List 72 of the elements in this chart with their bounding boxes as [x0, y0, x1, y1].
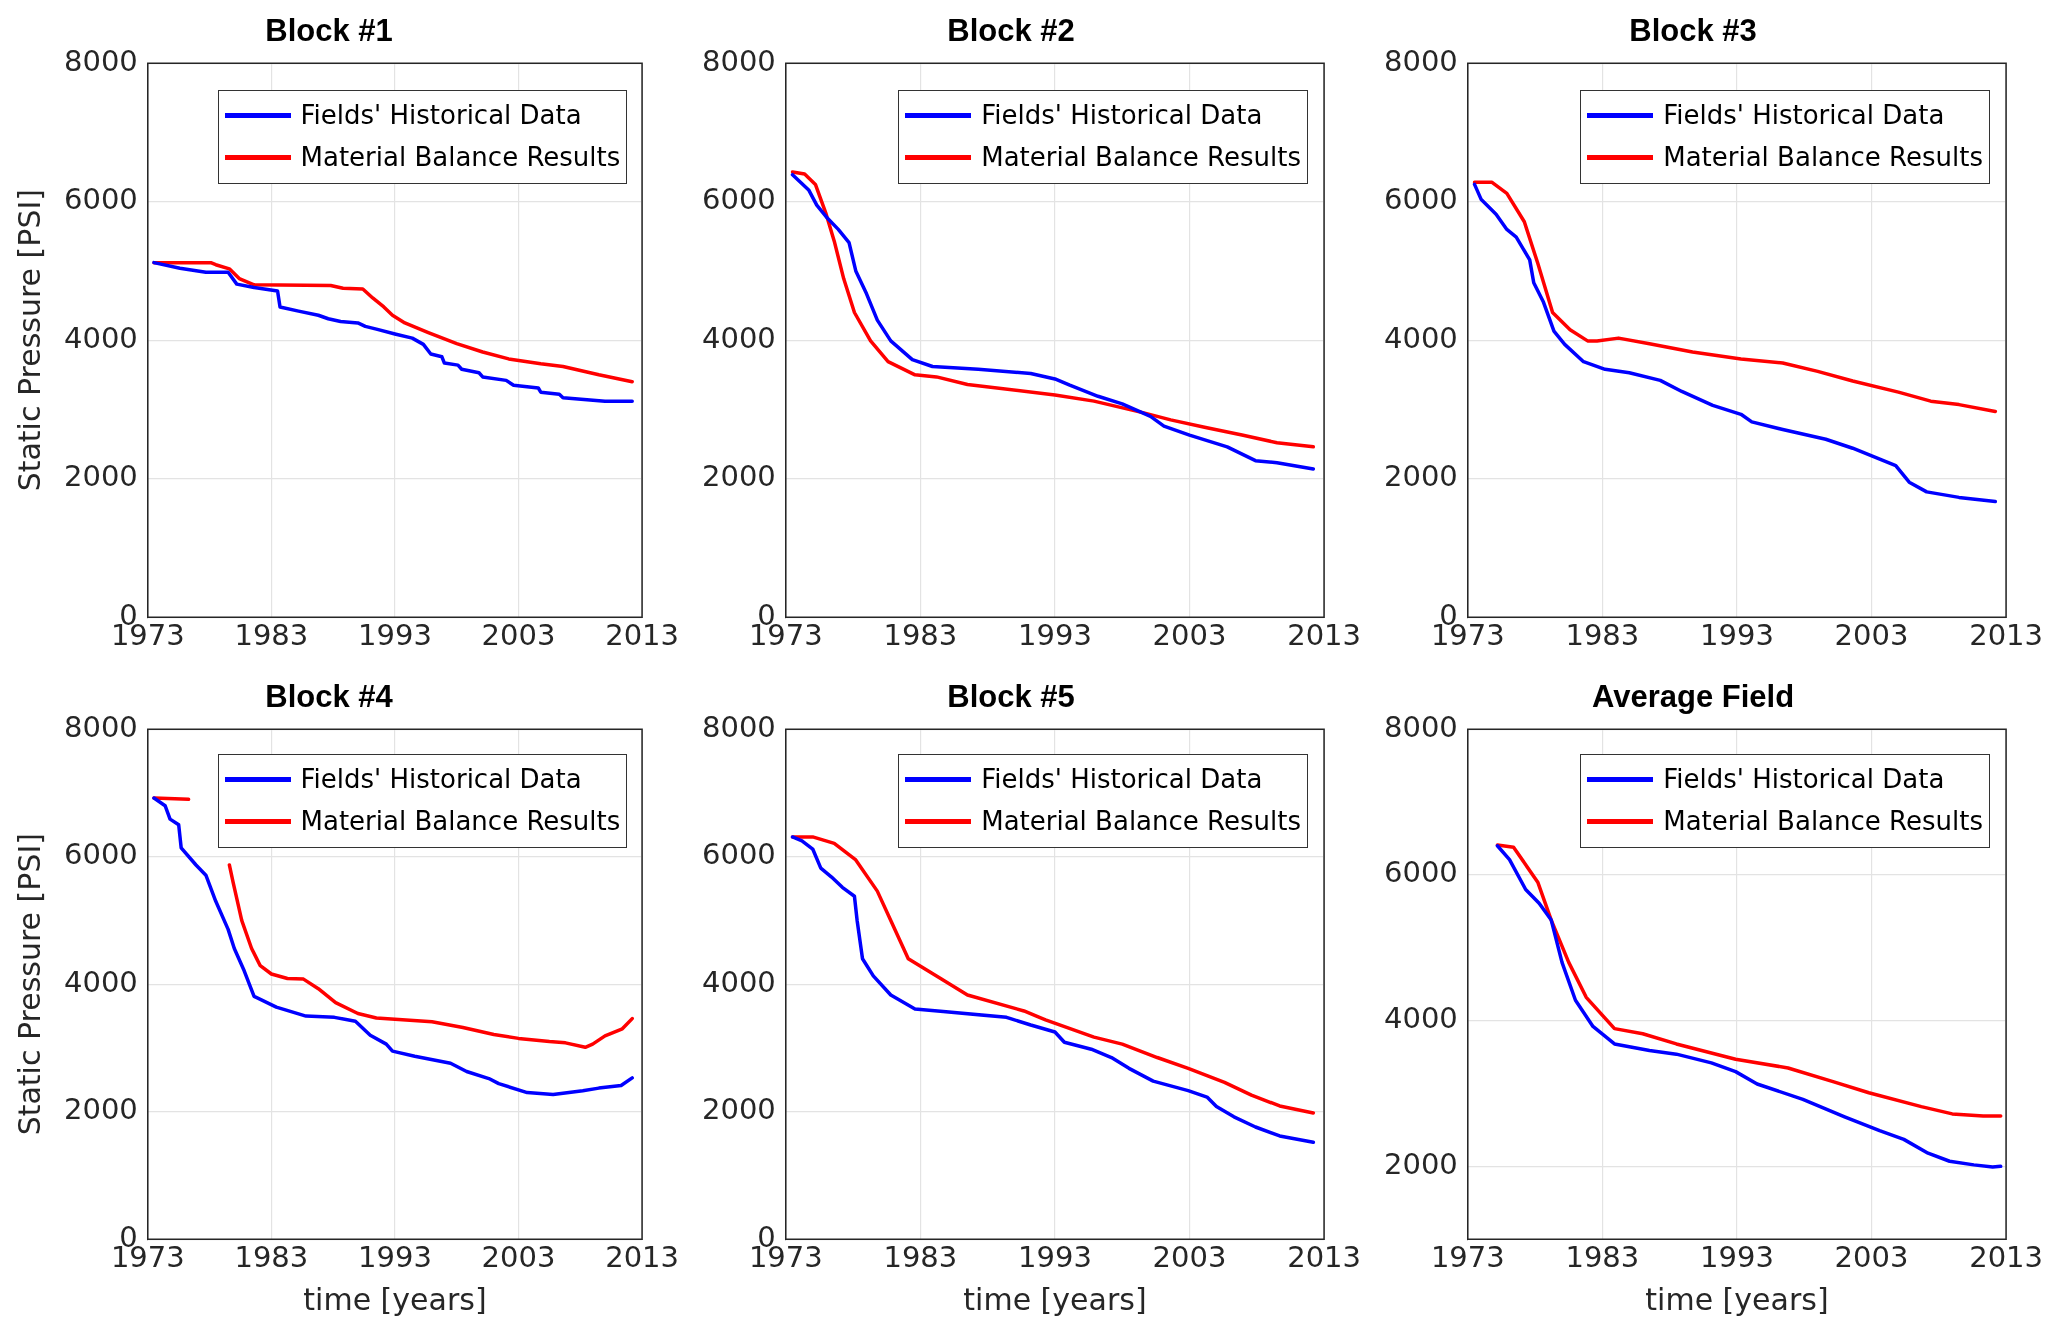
y-tick-label: 8000 [63, 43, 138, 78]
legend-label: Material Balance Results [1663, 805, 1983, 839]
x-tick-label: 2003 [481, 1240, 556, 1275]
x-tick-label: 1983 [883, 1240, 958, 1275]
x-tick-label: 2003 [1152, 1240, 1227, 1275]
x-tick-label: 2003 [1834, 618, 1909, 653]
y-tick-label: 6000 [63, 837, 138, 872]
legend-label: Fields' Historical Data [1663, 99, 1945, 133]
y-tick-label: 8000 [1383, 709, 1458, 744]
x-tick-label: 2013 [1287, 1240, 1361, 1275]
x-tick-label: 2013 [1287, 618, 1361, 653]
y-tick-label: 6000 [701, 837, 776, 872]
y-tick-label: 2000 [701, 1092, 776, 1127]
x-tick-label: 1973 [1430, 1240, 1505, 1275]
x-tick-label: 2013 [1969, 1240, 2043, 1275]
legend-label: Material Balance Results [981, 805, 1301, 839]
y-tick-label: 6000 [63, 182, 138, 217]
y-axis-title: Static Pressure [PSI] [11, 189, 47, 492]
x-tick-label: 1993 [1700, 618, 1774, 653]
legend-label: Fields' Historical Data [1663, 763, 1945, 797]
legend-label: Fields' Historical Data [981, 763, 1263, 797]
legend-label: Material Balance Results [1663, 141, 1983, 175]
chart-title: Block #5 [947, 679, 1075, 715]
legend-label: Fields' Historical Data [981, 99, 1263, 133]
x-tick-label: 2003 [1834, 1240, 1909, 1275]
y-tick-label: 4000 [63, 320, 138, 355]
y-tick-label: 4000 [701, 964, 776, 999]
y-tick-label: 4000 [1383, 320, 1458, 355]
x-tick-label: 2013 [605, 1240, 679, 1275]
x-tick-label: 2003 [1152, 618, 1227, 653]
legend-label: Fields' Historical Data [300, 99, 582, 133]
y-tick-label: 2000 [1383, 1146, 1458, 1181]
y-tick-label: 2000 [63, 459, 138, 494]
y-tick-label: 8000 [701, 43, 776, 78]
x-tick-label: 1993 [1018, 1240, 1092, 1275]
legend-label: Fields' Historical Data [300, 763, 582, 797]
x-tick-label: 1983 [883, 618, 958, 653]
chart-title: Block #1 [265, 13, 393, 49]
x-tick-label: 1983 [1565, 618, 1640, 653]
legend-label: Material Balance Results [300, 805, 621, 839]
x-axis-title: time [years] [963, 1281, 1147, 1317]
x-tick-label: 2013 [1969, 618, 2043, 653]
x-tick-label: 1983 [234, 618, 309, 653]
legend-label: Material Balance Results [300, 141, 621, 175]
chart-title: Block #4 [265, 679, 394, 715]
x-tick-label: 1983 [1565, 1240, 1640, 1275]
y-tick-label: 8000 [1383, 43, 1458, 78]
y-tick-label: 6000 [1383, 182, 1458, 217]
y-tick-label: 4000 [1383, 1001, 1458, 1036]
y-tick-label: 6000 [701, 182, 776, 217]
y-tick-label: 6000 [1383, 855, 1458, 890]
x-axis-title: time [years] [1645, 1281, 1829, 1317]
y-axis-title: Static Pressure [PSI] [11, 833, 47, 1136]
x-tick-label: 1993 [358, 1240, 432, 1275]
legend-label: Material Balance Results [981, 141, 1301, 175]
chart-title: Block #3 [1629, 13, 1757, 49]
x-tick-label: 1983 [234, 1240, 309, 1275]
y-tick-label: 8000 [701, 709, 776, 744]
y-tick-label: 8000 [63, 709, 138, 744]
chart-title: Average Field [1591, 679, 1795, 715]
y-tick-label: 2000 [1383, 459, 1458, 494]
x-tick-label: 1993 [358, 618, 432, 653]
chart-title: Block #2 [947, 13, 1075, 49]
x-tick-label: 2013 [605, 618, 679, 653]
x-tick-label: 2003 [481, 618, 556, 653]
y-tick-label: 2000 [701, 459, 776, 494]
x-tick-label: 1993 [1018, 618, 1092, 653]
x-tick-label: 1993 [1700, 1240, 1774, 1275]
x-axis-title: time [years] [303, 1281, 487, 1317]
y-tick-label: 4000 [701, 320, 776, 355]
y-tick-label: 4000 [63, 964, 138, 999]
y-tick-label: 2000 [63, 1092, 138, 1127]
